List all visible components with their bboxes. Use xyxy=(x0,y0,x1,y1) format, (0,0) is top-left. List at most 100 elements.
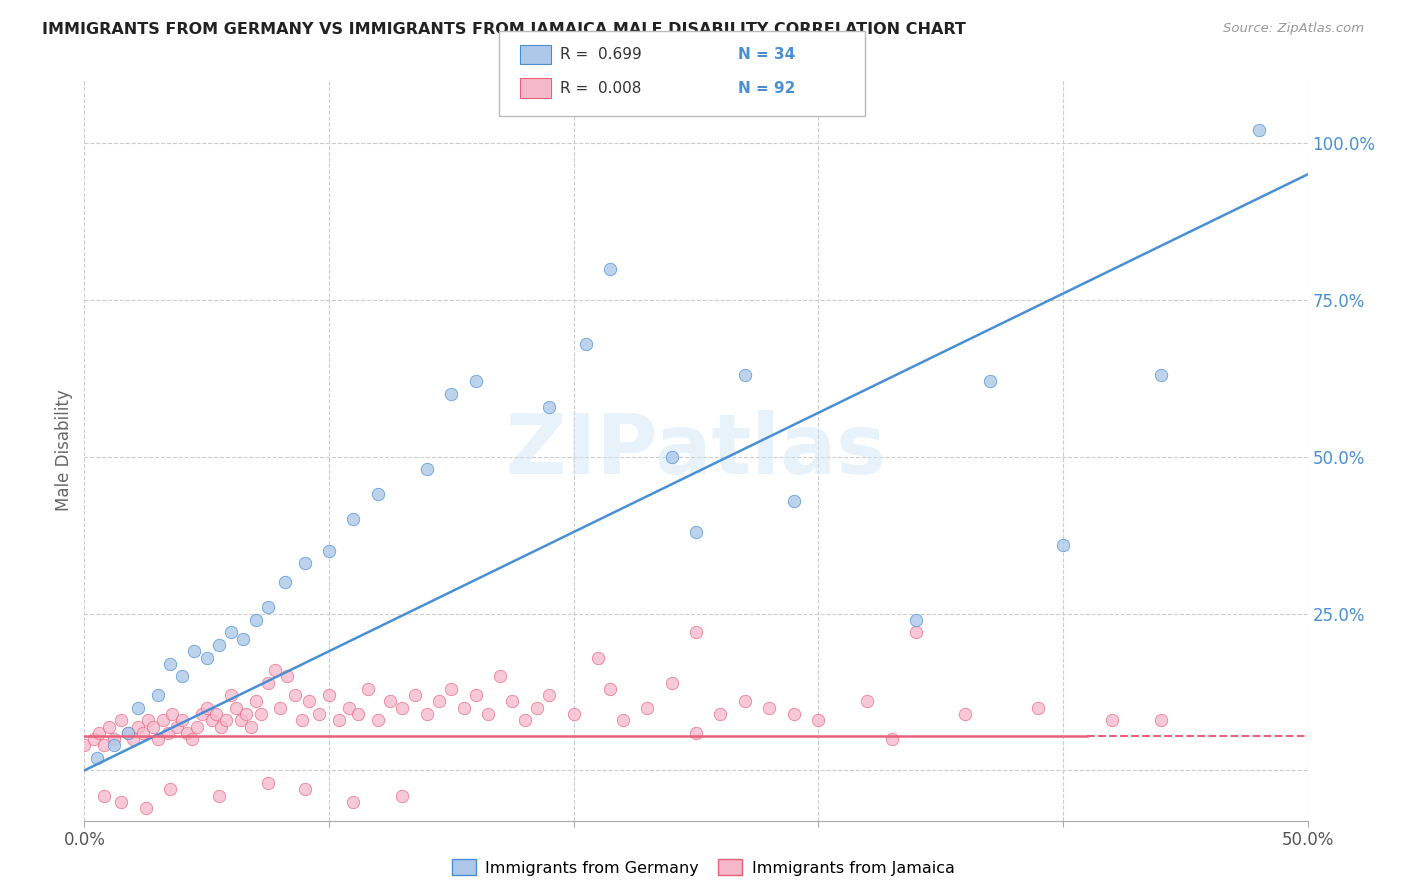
Point xyxy=(380,694,402,708)
Point xyxy=(127,700,149,714)
Point xyxy=(464,375,486,389)
Point xyxy=(110,713,132,727)
Text: IMMIGRANTS FROM GERMANY VS IMMIGRANTS FROM JAMAICA MALE DISABILITY CORRELATION C: IMMIGRANTS FROM GERMANY VS IMMIGRANTS FR… xyxy=(42,22,966,37)
Point xyxy=(391,700,413,714)
Point xyxy=(1028,700,1050,714)
Point xyxy=(489,669,512,683)
Point xyxy=(103,732,125,747)
Point xyxy=(274,575,297,590)
Point xyxy=(599,261,621,276)
Point xyxy=(526,700,548,714)
Point xyxy=(245,613,267,627)
Text: R =  0.699: R = 0.699 xyxy=(560,47,641,62)
Point xyxy=(1101,713,1123,727)
Point xyxy=(172,669,194,683)
Point xyxy=(502,694,524,708)
Text: N = 34: N = 34 xyxy=(738,47,796,62)
Point xyxy=(146,688,169,702)
Point xyxy=(685,726,707,740)
Point xyxy=(427,694,450,708)
Point xyxy=(83,732,105,747)
Point xyxy=(257,675,280,690)
Point xyxy=(294,557,316,571)
Point xyxy=(318,688,340,702)
Point xyxy=(367,713,389,727)
Point xyxy=(538,400,561,414)
Point xyxy=(219,688,242,702)
Point xyxy=(636,700,658,714)
Point xyxy=(538,688,561,702)
Point xyxy=(97,719,120,733)
Point xyxy=(807,713,830,727)
Point xyxy=(783,706,806,721)
Point xyxy=(209,719,232,733)
Point xyxy=(159,782,181,797)
Point xyxy=(453,700,475,714)
Point xyxy=(440,387,463,401)
Point xyxy=(195,700,218,714)
Point xyxy=(905,625,928,640)
Point xyxy=(245,694,267,708)
Point xyxy=(181,732,204,747)
Point xyxy=(416,462,439,476)
Point xyxy=(464,688,486,702)
Y-axis label: Male Disability: Male Disability xyxy=(55,390,73,511)
Point xyxy=(1247,123,1270,137)
Legend: Immigrants from Germany, Immigrants from Jamaica: Immigrants from Germany, Immigrants from… xyxy=(446,853,960,882)
Point xyxy=(709,706,731,721)
Point xyxy=(1150,713,1173,727)
Text: N = 92: N = 92 xyxy=(738,80,796,95)
Point xyxy=(117,726,139,740)
Point xyxy=(661,675,683,690)
Point xyxy=(215,713,238,727)
Point xyxy=(127,719,149,733)
Point xyxy=(342,795,364,809)
Point xyxy=(146,732,169,747)
Point xyxy=(276,669,298,683)
Point xyxy=(195,650,218,665)
Point xyxy=(135,801,157,815)
Point xyxy=(229,713,252,727)
Point xyxy=(328,713,350,727)
Point xyxy=(661,450,683,464)
Point xyxy=(166,719,188,733)
Point xyxy=(337,700,360,714)
Point xyxy=(159,657,181,671)
Point xyxy=(136,713,159,727)
Point xyxy=(232,632,254,646)
Point xyxy=(73,739,96,753)
Point xyxy=(122,732,145,747)
Point xyxy=(513,713,536,727)
Point xyxy=(391,789,413,803)
Point xyxy=(905,613,928,627)
Point xyxy=(440,681,463,696)
Point xyxy=(294,782,316,797)
Point xyxy=(575,336,598,351)
Point xyxy=(132,726,155,740)
Point xyxy=(562,706,585,721)
Point xyxy=(249,706,271,721)
Point xyxy=(162,706,184,721)
Point xyxy=(239,719,262,733)
Point xyxy=(117,726,139,740)
Point xyxy=(176,726,198,740)
Point xyxy=(685,524,707,539)
Point xyxy=(856,694,879,708)
Point xyxy=(172,713,194,727)
Point xyxy=(186,719,208,733)
Text: Source: ZipAtlas.com: Source: ZipAtlas.com xyxy=(1223,22,1364,36)
Point xyxy=(284,688,307,702)
Point xyxy=(219,625,242,640)
Point xyxy=(208,638,231,652)
Point xyxy=(191,706,214,721)
Point xyxy=(586,650,609,665)
Point xyxy=(298,694,321,708)
Point xyxy=(208,789,231,803)
Point xyxy=(880,732,903,747)
Point xyxy=(264,663,287,677)
Point xyxy=(269,700,291,714)
Point xyxy=(612,713,634,727)
Point xyxy=(93,789,115,803)
Point xyxy=(599,681,621,696)
Point xyxy=(1150,368,1173,383)
